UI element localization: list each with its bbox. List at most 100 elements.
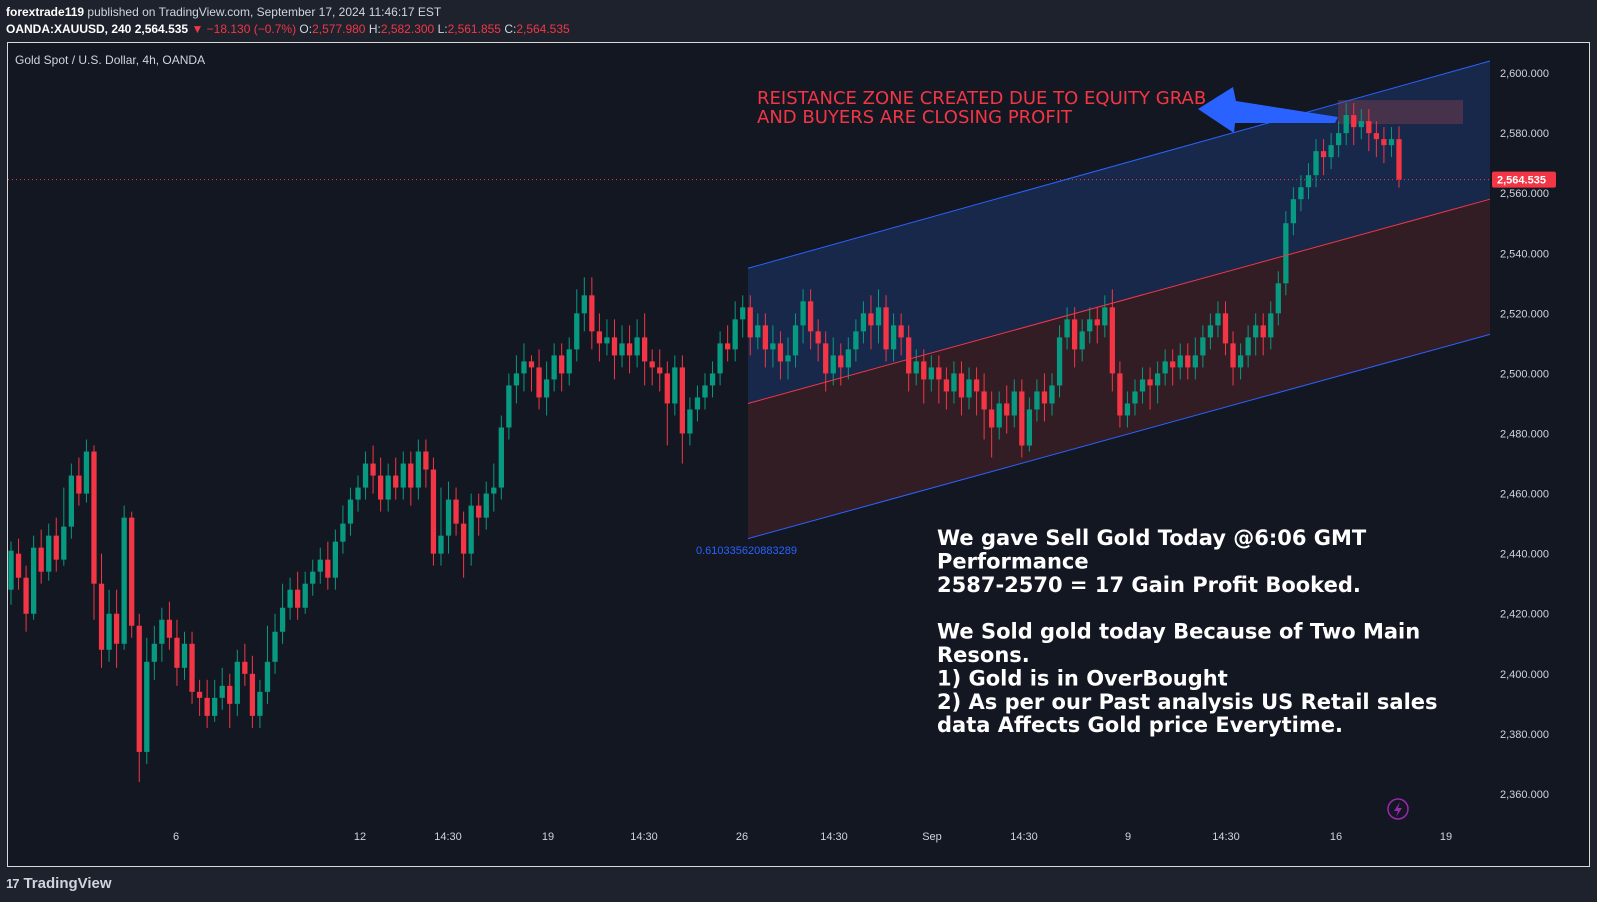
candle-body xyxy=(868,313,874,326)
candle-body xyxy=(1049,385,1055,404)
candle-body xyxy=(430,469,437,554)
candle xyxy=(989,391,995,458)
candle-body xyxy=(408,463,414,488)
brand-name: TradingView xyxy=(23,875,112,892)
candle-body xyxy=(551,355,557,380)
candle xyxy=(1388,127,1395,158)
candle-body xyxy=(921,361,927,380)
candle xyxy=(325,541,331,590)
candle xyxy=(144,637,150,764)
candle-body xyxy=(227,685,233,704)
candle-body xyxy=(506,385,512,428)
candle-body xyxy=(1154,373,1161,386)
candle xyxy=(159,607,165,662)
candle-body xyxy=(1200,337,1206,356)
candle xyxy=(1245,325,1251,368)
candle-body xyxy=(589,295,595,332)
candle xyxy=(30,535,37,620)
candle xyxy=(513,355,520,404)
candle xyxy=(785,337,791,380)
candle-body xyxy=(1260,325,1266,338)
candle xyxy=(770,325,776,368)
candle-body xyxy=(838,355,844,368)
candle xyxy=(129,511,135,638)
candle-body xyxy=(709,373,716,386)
candle xyxy=(717,331,723,386)
candle xyxy=(755,313,761,350)
chart-panel[interactable]: 0.610335620883289 REISTANCE ZONE CREATED … xyxy=(7,42,1590,867)
candle-body xyxy=(1170,361,1176,368)
candle xyxy=(1071,307,1078,368)
candle-body xyxy=(129,517,135,626)
candle-body xyxy=(762,325,768,350)
candle xyxy=(634,319,640,368)
candle-body xyxy=(642,337,648,362)
price-chart[interactable]: 0.610335620883289 REISTANCE ZONE CREATED … xyxy=(8,43,1590,867)
candle-body xyxy=(898,325,904,338)
candle-body xyxy=(498,427,504,488)
candle-body xyxy=(1019,391,1025,446)
candle-body xyxy=(1207,325,1214,338)
candle-body xyxy=(777,343,784,362)
y-tick-label: 2,420.000 xyxy=(1500,609,1549,621)
candle-body xyxy=(181,643,188,668)
candle xyxy=(966,367,972,410)
candle xyxy=(1207,313,1214,350)
y-tick-label: 2,540.000 xyxy=(1500,248,1549,260)
candle xyxy=(626,325,633,374)
candle-body xyxy=(1313,151,1319,176)
candle-body xyxy=(38,547,44,572)
candle xyxy=(1056,325,1063,398)
candle-body xyxy=(310,571,316,584)
candle-body xyxy=(1139,379,1146,392)
channel-lower-line xyxy=(747,333,1491,540)
candle xyxy=(1049,373,1055,416)
candle-body xyxy=(1185,355,1191,368)
candle-body xyxy=(219,685,225,698)
candle-body xyxy=(1215,313,1221,326)
ohlc-legend: OANDA:XAUUSD, 240 2,564.535 ▼ −18.130 (−… xyxy=(6,22,570,36)
candle xyxy=(747,295,753,356)
candle xyxy=(1351,103,1357,146)
candle-body xyxy=(996,403,1002,428)
candle-body xyxy=(860,313,867,332)
candle-body xyxy=(1373,133,1380,140)
y-tick-label: 2,600.000 xyxy=(1500,68,1549,80)
candle xyxy=(868,295,874,350)
high-label: H: xyxy=(368,22,381,36)
candle-body xyxy=(717,343,723,374)
candle-body xyxy=(1094,319,1100,326)
tradingview-logo[interactable]: 17 TradingView xyxy=(6,875,112,892)
candle xyxy=(1004,385,1010,434)
candle xyxy=(340,505,346,554)
candle-body xyxy=(883,307,889,350)
author-name[interactable]: forextrade119 xyxy=(6,5,85,19)
note-line: data Affects Gold price Everytime. xyxy=(937,713,1343,737)
y-tick-label: 2,460.000 xyxy=(1500,489,1549,501)
candle-body xyxy=(1253,325,1259,338)
candle-body xyxy=(943,379,950,392)
candle-body xyxy=(1328,145,1334,158)
candle-body xyxy=(174,637,180,668)
candle xyxy=(642,313,648,386)
note-line: Performance xyxy=(937,549,1089,573)
candle-body xyxy=(1388,139,1395,146)
candle-body xyxy=(875,307,882,326)
candle xyxy=(393,457,399,500)
candle xyxy=(400,451,406,500)
candle-body xyxy=(1305,175,1312,188)
open-label: O: xyxy=(299,22,313,36)
candle xyxy=(611,319,618,380)
candle xyxy=(181,631,188,680)
candle-body xyxy=(272,631,278,662)
candle xyxy=(53,517,59,572)
candle xyxy=(1087,307,1093,344)
candle xyxy=(1170,349,1176,386)
candle xyxy=(936,355,942,404)
candle-body xyxy=(453,499,459,524)
candle-body xyxy=(830,355,836,374)
candle xyxy=(913,349,919,386)
candle-body xyxy=(1222,313,1229,344)
candle xyxy=(679,355,686,464)
candle-body xyxy=(740,307,746,320)
